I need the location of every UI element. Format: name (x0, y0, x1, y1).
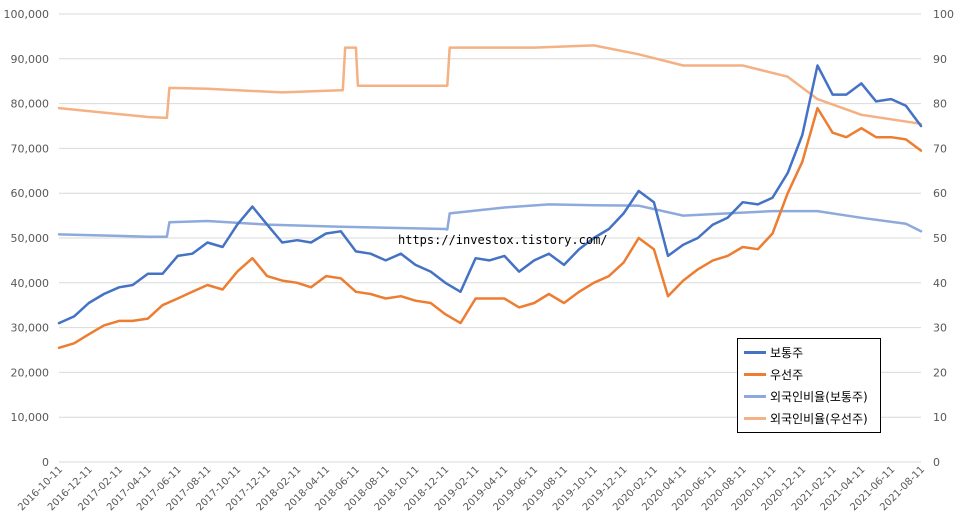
legend-item: 외국인비율(보통주) (744, 387, 868, 405)
y-tick-label-left: 40,000 (11, 277, 50, 290)
series-line (57, 203, 923, 238)
x-axis: 2016-10-112016-12-112017-02-112017-04-11… (16, 464, 927, 513)
legend: 보통주 우선주 외국인비율(보통주) 외국인비율(우선주) (737, 338, 881, 433)
legend-label: 우선주 (770, 367, 804, 382)
y-tick-label-right: 40 (933, 277, 947, 290)
y-tick-label-left: 20,000 (11, 366, 50, 379)
y-tick-label-right: 80 (933, 98, 947, 111)
y-tick-label-left: 80,000 (11, 98, 50, 111)
series-line (57, 44, 923, 126)
y-tick-label-right: 90 (933, 53, 947, 66)
legend-item: 보통주 (744, 343, 803, 361)
y-tick-label-left: 50,000 (11, 232, 50, 245)
y-tick-label-right: 60 (933, 187, 947, 200)
legend-label: 외국인비율(우선주) (770, 411, 868, 426)
y-tick-label-left: 60,000 (11, 187, 50, 200)
y-tick-label-left: 90,000 (11, 53, 50, 66)
legend-swatch (744, 394, 766, 398)
y-tick-label-right: 70 (933, 142, 947, 155)
left-y-axis: 0 10,000 20,000 30,000 40,000 50,000 60,000 70,… (4, 8, 50, 469)
legend-swatch (744, 350, 766, 354)
y-tick-label-left: 10,000 (11, 411, 50, 424)
y-tick-label-right: 20 (933, 366, 947, 379)
series-lines (57, 44, 923, 350)
y-tick-label-left: 30,000 (11, 322, 50, 335)
right-y-axis: 0 10 20 30 40 50 60 70 80 90 100 (933, 8, 954, 469)
legend-label: 외국인비율(보통주) (770, 389, 868, 404)
series-line (57, 106, 923, 350)
y-tick-label-right: 50 (933, 232, 947, 245)
y-tick-label-left: 0 (42, 456, 49, 469)
y-tick-label-right: 100 (933, 8, 954, 21)
legend-swatch (744, 372, 766, 376)
series-line (57, 64, 923, 325)
legend-item: 외국인비율(우선주) (744, 409, 868, 427)
y-tick-label-right: 0 (933, 456, 940, 469)
y-tick-label-left: 100,000 (4, 8, 50, 21)
y-tick-label-right: 10 (933, 411, 947, 424)
legend-label: 보통주 (770, 345, 804, 360)
chart-annotation: https://investox.tistory.com/ (398, 233, 608, 247)
legend-swatch (744, 416, 766, 420)
y-tick-label-right: 30 (933, 322, 947, 335)
gridlines (59, 13, 921, 463)
y-tick-label-left: 70,000 (11, 142, 50, 155)
legend-item: 우선주 (744, 365, 803, 383)
